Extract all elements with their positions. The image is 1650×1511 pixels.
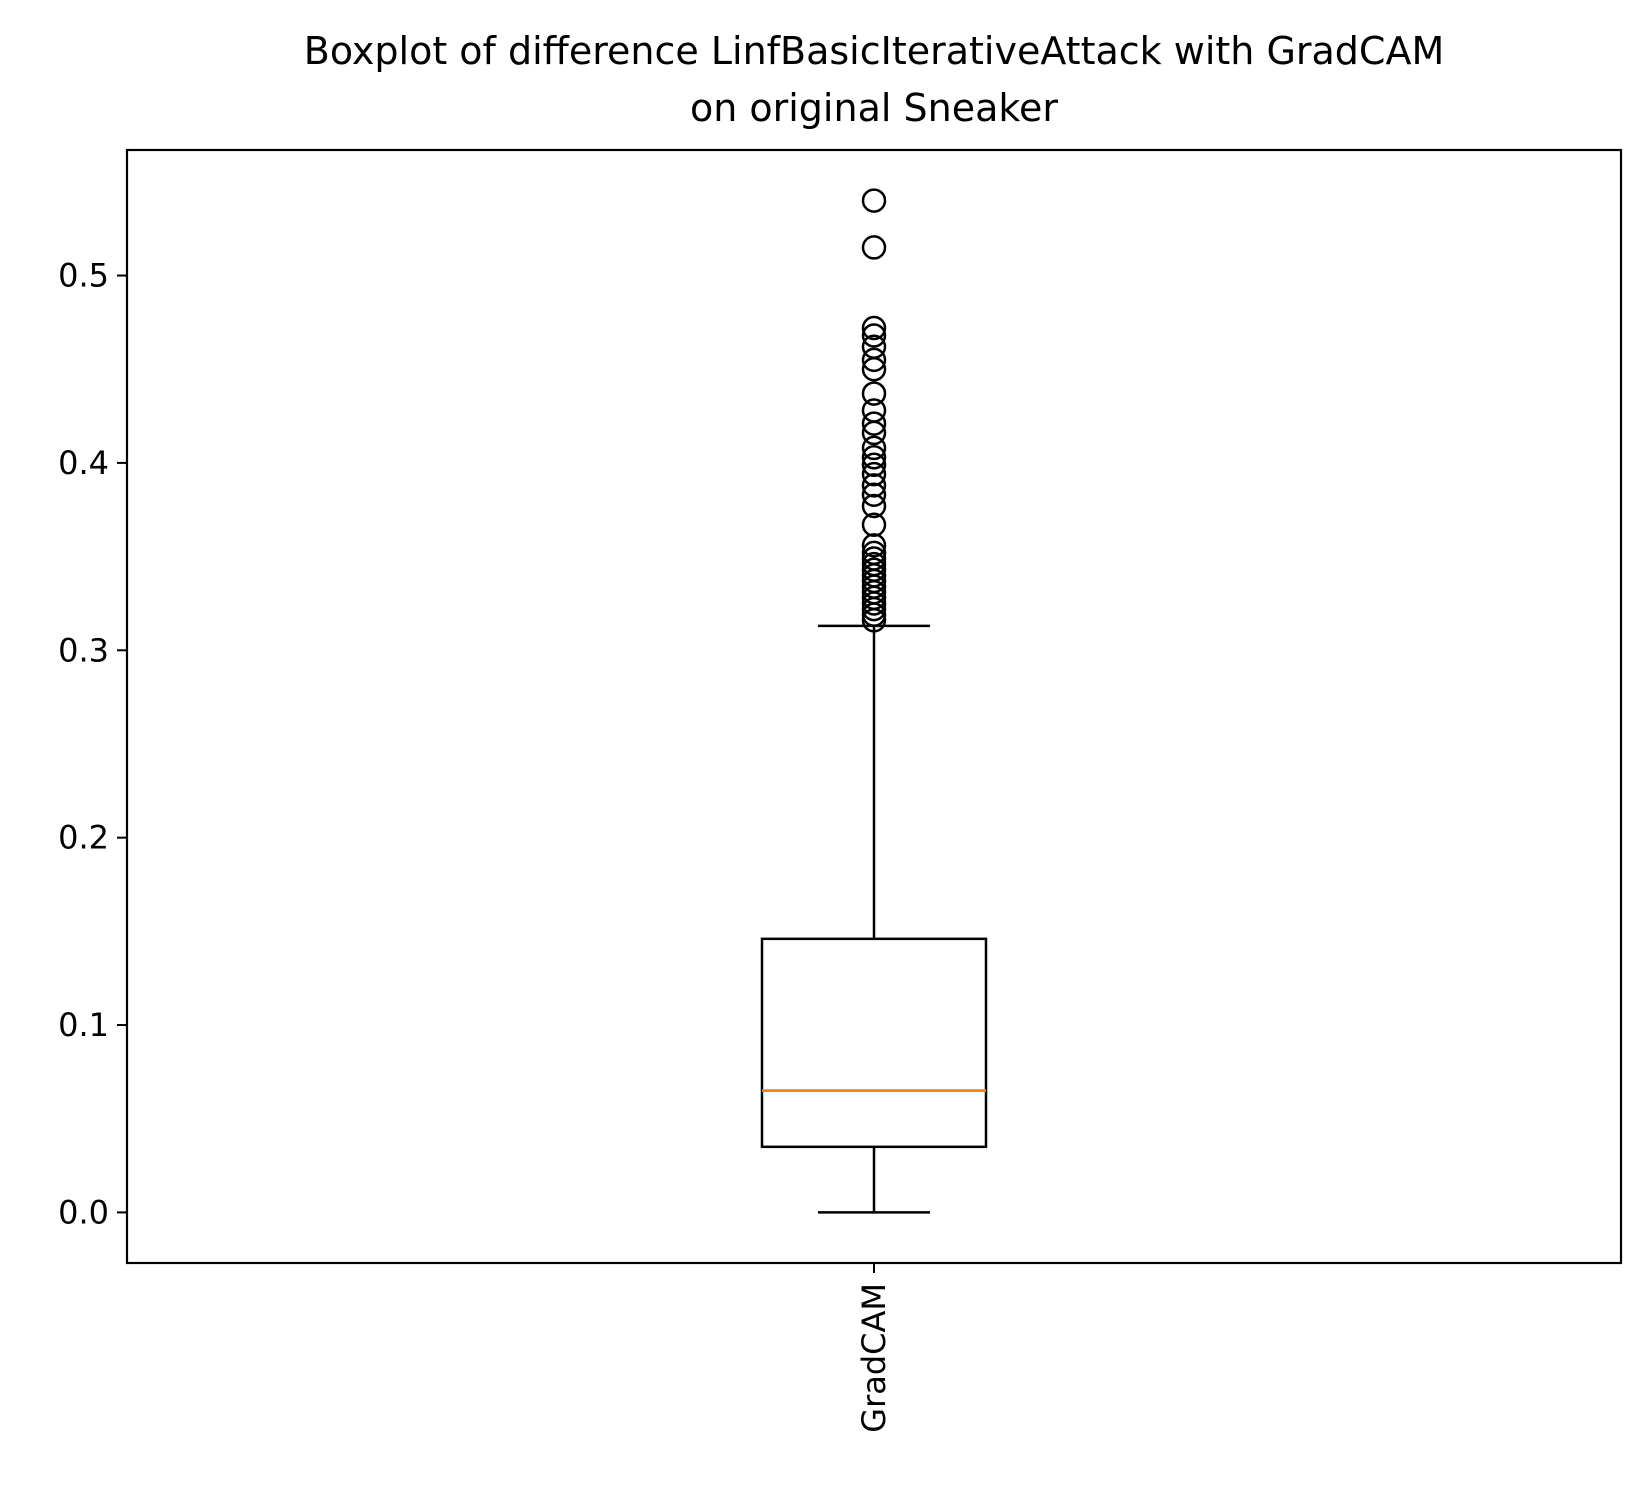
outlier-point <box>861 411 887 436</box>
outlier-point <box>861 323 887 348</box>
outlier-point <box>861 420 887 446</box>
outlier-point <box>861 356 887 382</box>
outlier-point <box>861 435 887 461</box>
outlier-point <box>861 445 887 470</box>
outlier-point <box>861 591 887 616</box>
iqr-box <box>760 937 988 1149</box>
outlier-point <box>861 188 887 213</box>
y-tick-label: 0.4 <box>58 444 109 482</box>
outlier-point <box>861 596 887 622</box>
outlier-point <box>861 315 887 341</box>
outlier-point <box>861 602 887 627</box>
y-axis: 0.0 0.1 0.2 0.3 0.4 0.5 <box>58 257 127 1231</box>
box-series <box>760 188 988 1214</box>
outlier-point <box>861 461 887 487</box>
y-tick-label: 0.1 <box>58 1006 109 1044</box>
outlier-point <box>861 347 887 373</box>
y-tick-label: 0.0 <box>58 1193 109 1231</box>
y-tick-label: 0.3 <box>58 631 109 669</box>
y-tick-label: 0.2 <box>58 819 109 857</box>
outlier-point <box>861 398 887 423</box>
outlier-point <box>861 493 887 519</box>
outlier-point <box>861 608 887 633</box>
chart-title-line-1: Boxplot of difference LinfBasicIterative… <box>304 29 1444 73</box>
chart-title-line-2: on original Sneaker <box>690 86 1058 130</box>
outlier-point <box>861 381 887 406</box>
outlier-point <box>861 235 887 260</box>
outlier-point <box>861 473 887 498</box>
y-tick-label: 0.5 <box>58 257 109 295</box>
outlier-point <box>861 512 887 537</box>
outlier-point <box>861 533 887 558</box>
x-axis: GradCAM <box>855 1263 893 1433</box>
outlier-point <box>861 452 887 478</box>
outlier-point <box>861 482 887 508</box>
x-tick-label: GradCAM <box>855 1283 893 1433</box>
